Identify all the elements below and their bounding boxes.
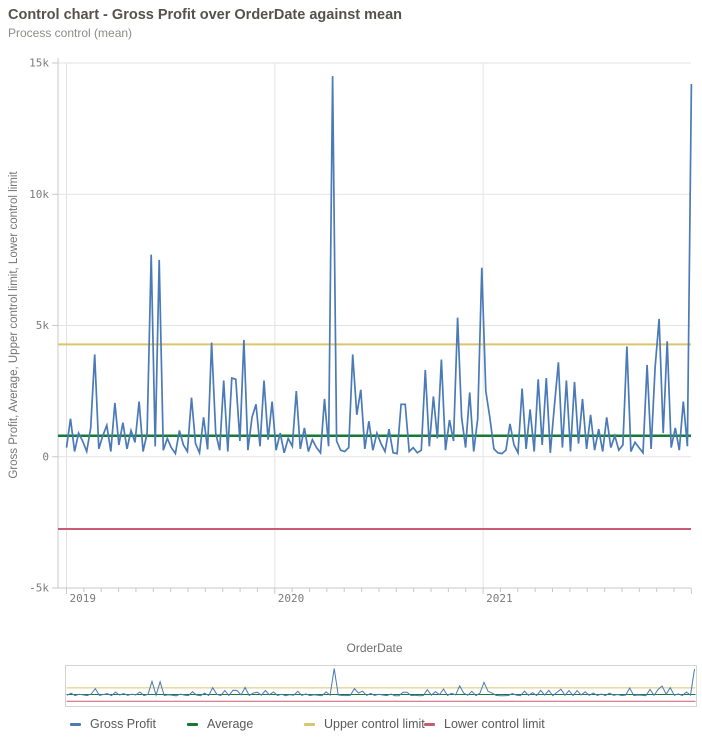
x-tick-label: 2019: [70, 592, 97, 605]
legend-label: Lower control limit: [444, 717, 545, 731]
gross-profit-line: [65, 76, 693, 457]
y-tick-label: 5k: [36, 319, 50, 332]
lower-control-limit-swatch: [424, 722, 435, 726]
y-axis-title: Gross Profit, Average, Upper control lim…: [8, 171, 20, 479]
navigator-gross-profit-line: [66, 668, 695, 697]
legend-label: Upper control limit: [324, 717, 425, 731]
legend-label: Average: [207, 717, 254, 731]
y-tick-label: -5k: [29, 582, 49, 595]
x-tick-label: 2020: [278, 592, 305, 605]
y-tick-label: 0: [42, 450, 49, 463]
x-tick-label: 2021: [486, 592, 512, 605]
legend-label: Gross Profit: [90, 717, 156, 731]
legend-item-upper-control-limit[interactable]: Upper control limit: [304, 715, 425, 733]
legend-item-gross-profit[interactable]: Gross Profit: [70, 715, 156, 733]
legend-item-lower-control-limit[interactable]: Lower control limit: [424, 715, 545, 733]
average-swatch: [187, 722, 198, 726]
range-navigator[interactable]: [65, 665, 697, 707]
chart-legend: Gross Profit Average Upper control limit…: [0, 712, 702, 738]
chart-subtitle: Process control (mean): [8, 26, 133, 40]
x-axis-title: OrderDate: [346, 641, 403, 655]
chart-title: Control chart - Gross Profit over OrderD…: [8, 7, 403, 23]
navigator-frame[interactable]: [65, 665, 697, 707]
legend-item-average[interactable]: Average: [187, 715, 253, 733]
y-tick-label: 10k: [29, 188, 49, 201]
y-tick-label: 15k: [29, 57, 49, 70]
axes: 15k 10k 5k 0 -5k 2019 2020 2021: [29, 57, 692, 605]
gross-profit-swatch: [70, 722, 81, 726]
upper-control-limit-swatch: [304, 722, 315, 726]
